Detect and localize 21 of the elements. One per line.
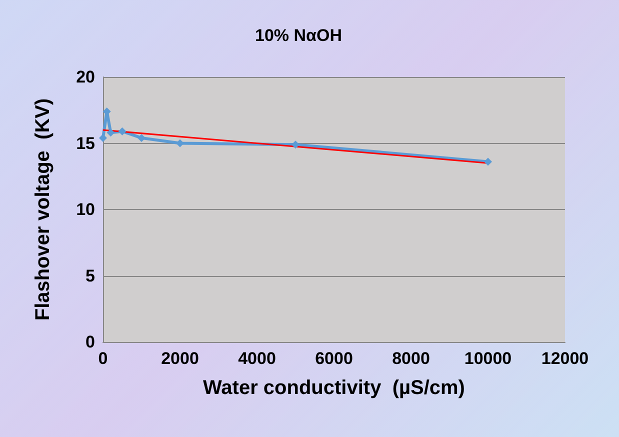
- y-tick-label: 20: [76, 68, 95, 86]
- x-tick-label: 6000: [315, 349, 353, 368]
- x-axis-title: Water conductivity (µS/cm): [203, 377, 465, 399]
- x-tick-label: 4000: [238, 349, 276, 368]
- point: [176, 139, 184, 148]
- y-tick-label: 5: [86, 266, 95, 286]
- x-tick-label: 0: [98, 349, 108, 368]
- y-axis-title: Flashover voltage (KV): [32, 98, 54, 321]
- y-tick-label: 0: [86, 332, 95, 352]
- x-tick-label: 10000: [464, 349, 512, 368]
- point: [484, 158, 492, 166]
- y-tick-label: 15: [76, 134, 95, 153]
- x-tick-label: 12000: [541, 349, 589, 368]
- x-tick-label: 2000: [161, 349, 199, 368]
- x-tick-label: 8000: [392, 349, 430, 368]
- point: [292, 140, 300, 149]
- point: [106, 128, 115, 137]
- point: [118, 127, 126, 136]
- chart-title: 10% NαOH: [255, 26, 342, 45]
- y-tick-label: 10: [76, 200, 95, 219]
- point: [138, 134, 146, 142]
